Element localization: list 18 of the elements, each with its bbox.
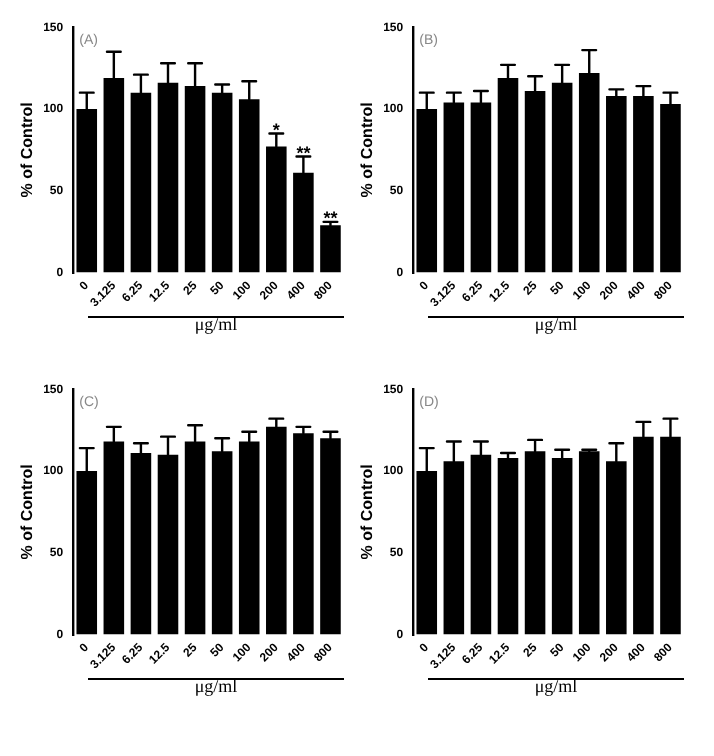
bar	[293, 433, 314, 635]
bar	[497, 457, 519, 635]
bar	[606, 95, 627, 273]
x-axis-title: μg/ml	[192, 676, 240, 696]
x-axis-title: μg/ml	[532, 676, 580, 696]
y-axis-title: % of Control	[18, 464, 37, 560]
y-axis-title: % of Control	[358, 464, 377, 560]
y-axis-title: % of Control	[358, 102, 377, 198]
annotation: *	[272, 119, 281, 140]
y-axis-title: % of Control	[18, 102, 37, 198]
x-axis-title: μg/ml	[532, 314, 580, 334]
bar	[551, 457, 573, 635]
x-axis-title: μg/ml	[192, 314, 240, 334]
bar	[578, 451, 600, 635]
annotation: **	[296, 142, 312, 163]
bar	[320, 225, 341, 273]
bar	[320, 438, 341, 635]
annotation: **	[323, 208, 339, 229]
